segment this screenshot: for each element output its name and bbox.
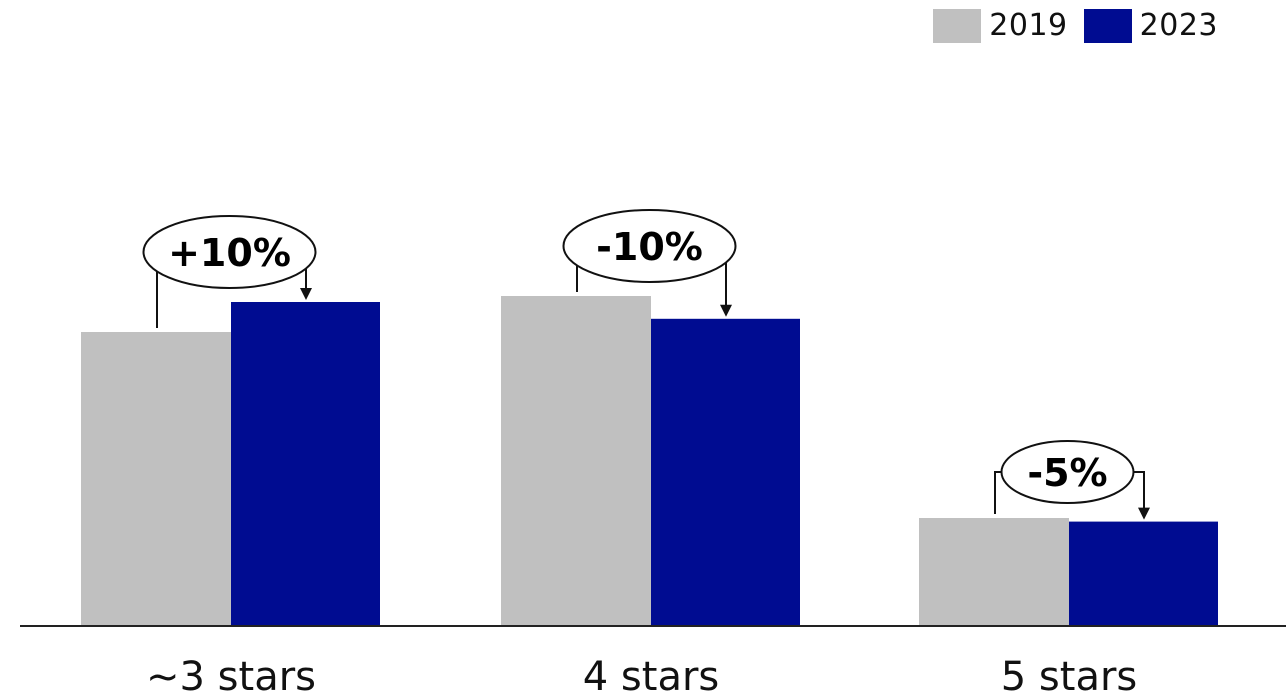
annotation-ellipse: [1000, 440, 1135, 504]
bar-2019-3-stars: [81, 332, 231, 626]
legend-label-2019: 2019: [989, 8, 1068, 43]
legend-item-2023: 2023: [1083, 8, 1218, 43]
legend-label-2023: 2023: [1139, 8, 1218, 43]
change-annotation-3-stars: +10%: [142, 215, 317, 328]
bar-2023-4-stars: [651, 318, 800, 626]
x-tick-label-4-stars: 4 stars: [583, 654, 719, 697]
annotation-label: -10%: [596, 225, 703, 269]
annotation-label: +10%: [168, 231, 291, 275]
annotation-label: -5%: [1027, 451, 1107, 495]
bar-2019-5-stars: [919, 518, 1069, 626]
bar-2019-4-stars: [501, 296, 651, 626]
x-tick-label-3-stars: ~3 stars: [146, 654, 316, 697]
x-tick-label-5-stars: 5 stars: [1001, 654, 1137, 697]
change-annotation-4-stars: -10%: [562, 209, 737, 317]
annotation-ellipse: [562, 209, 737, 283]
bar-2023-5-stars: [1069, 521, 1218, 626]
bar-2023-3-stars: [231, 302, 380, 626]
arrowhead-icon: [300, 288, 312, 300]
legend-swatch-2023: [1083, 8, 1132, 43]
change-annotation-5-stars: -5%: [994, 440, 1150, 520]
annotation-ellipse: [142, 215, 317, 289]
legend-item-2019: 2019: [933, 8, 1067, 43]
category-labels-layer: ~3 stars 4 stars 5 stars: [146, 654, 1137, 697]
bars-layer: [81, 296, 1218, 626]
legend-swatch-2019: [933, 8, 982, 43]
arrowhead-icon: [720, 304, 732, 317]
arrowhead-icon: [1138, 507, 1150, 520]
legend: 2019 2023: [917, 8, 1218, 43]
annotations-layer: +10% -10% -5%: [142, 209, 1150, 520]
